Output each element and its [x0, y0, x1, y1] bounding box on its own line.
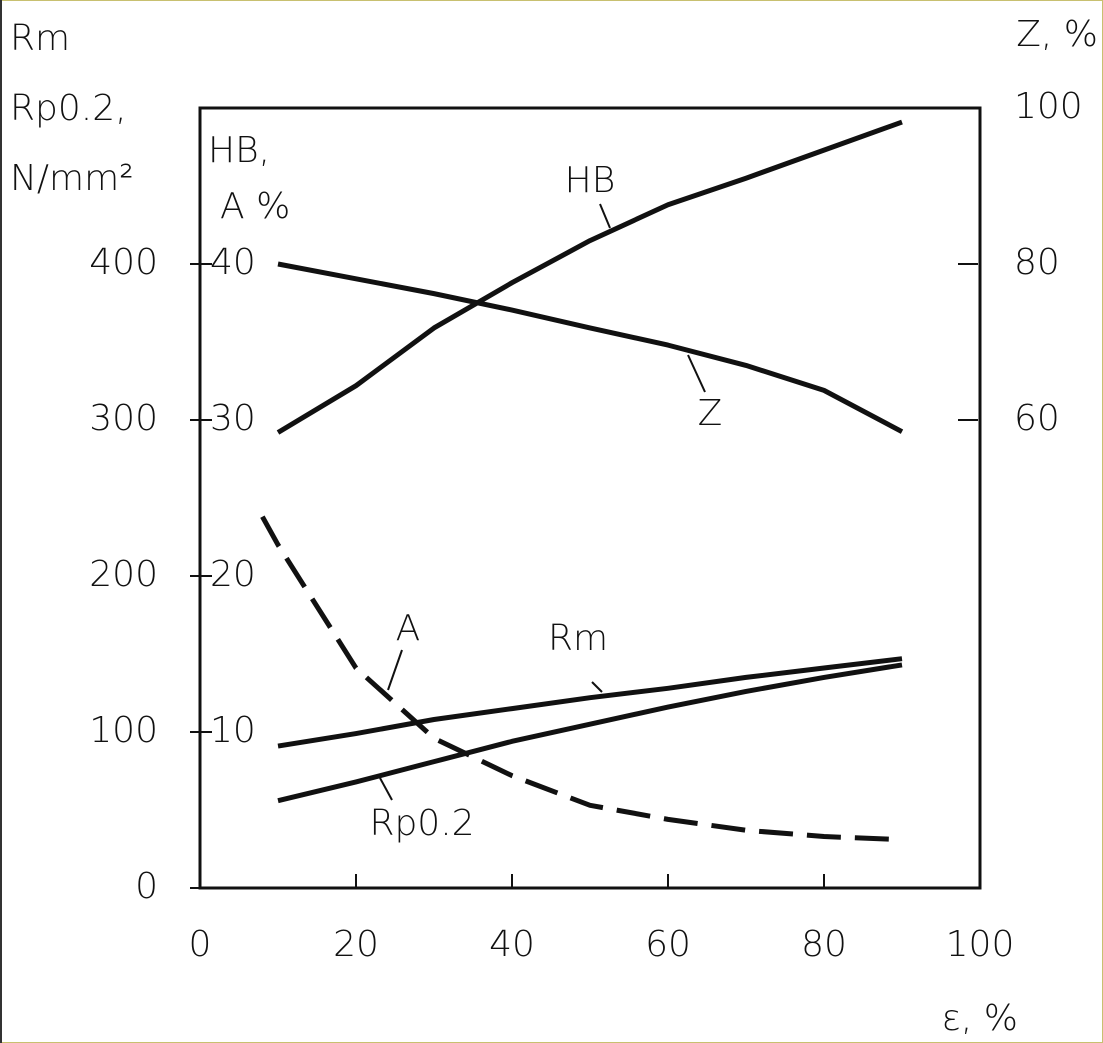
series-line [277, 656, 903, 749]
y-axis-label: N/mm² [10, 158, 134, 199]
label-leader [687, 354, 706, 393]
y-tick-label: 200 [89, 554, 158, 595]
series-line [276, 119, 903, 435]
y-tick-label: 300 [89, 398, 158, 439]
y-tick-label: 100 [89, 710, 158, 751]
series-line [260, 515, 903, 843]
y3-tick-label: 10 [210, 710, 256, 751]
series-label: Rp0.2 [369, 803, 474, 844]
y3-tick-label: 30 [210, 398, 256, 439]
y-tick-label: 0 [135, 866, 158, 907]
y-tick-label: 400 [89, 242, 158, 283]
series-line [277, 261, 904, 434]
label-leader [379, 777, 393, 801]
series-label: A [396, 608, 421, 649]
x-tick-label: 0 [189, 924, 212, 965]
series-label: HB [565, 160, 616, 201]
y3-axis-label: HB, [208, 130, 270, 171]
y3-tick-label: 20 [210, 554, 256, 595]
series-line [277, 662, 903, 804]
x-tick-label: 40 [489, 924, 535, 965]
y3-tick-label: 40 [210, 242, 256, 283]
y3-axis-label: A % [220, 186, 290, 227]
x-tick-label: 80 [801, 924, 847, 965]
y2-tick-label: 60 [1014, 398, 1060, 439]
y2-tick-label: 80 [1014, 242, 1060, 283]
x-tick-label: 100 [946, 924, 1015, 965]
label-leader [591, 681, 603, 693]
y2-tick-label: 100 [1014, 86, 1083, 127]
x-tick-label: 20 [333, 924, 379, 965]
y-axis-label: Rp0.2, [10, 88, 127, 129]
x-axis-label: ε, % [941, 998, 1018, 1039]
series-label: Rm [548, 618, 608, 659]
plot-frame [198, 106, 982, 890]
label-leader [387, 649, 403, 691]
y-axis-label: Rm [10, 18, 70, 59]
series-label: Z [698, 393, 723, 434]
label-leader [599, 203, 611, 229]
y2-axis-label: Z, % [1016, 14, 1098, 55]
x-tick-label: 60 [645, 924, 691, 965]
